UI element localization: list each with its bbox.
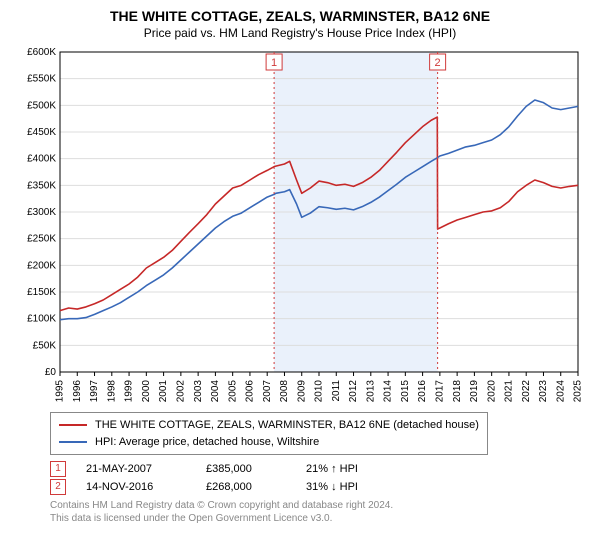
svg-text:£250K: £250K (27, 234, 56, 245)
legend-swatch (59, 424, 87, 426)
svg-text:2015: 2015 (400, 380, 411, 403)
svg-text:2017: 2017 (435, 380, 446, 403)
footer-line-2: This data is licensed under the Open Gov… (50, 512, 588, 525)
legend-item: HPI: Average price, detached house, Wilt… (59, 434, 479, 451)
legend-label: THE WHITE COTTAGE, ZEALS, WARMINSTER, BA… (95, 417, 479, 434)
chart-plot: £0 £50K £100K £150K £200K £250K £300K £350K £400… (12, 46, 588, 406)
svg-text:£100K: £100K (27, 314, 56, 325)
svg-text:£300K: £300K (27, 207, 56, 218)
svg-text:2025: 2025 (573, 380, 584, 403)
sale-marker-box: 1 (50, 461, 66, 477)
svg-text:2: 2 (435, 57, 441, 69)
svg-text:£350K: £350K (27, 180, 56, 191)
svg-text:1996: 1996 (72, 380, 83, 403)
chart-svg: £0 £50K £100K £150K £200K £250K £300K £350K £400… (12, 46, 588, 406)
svg-text:2003: 2003 (193, 380, 204, 403)
sale-price: £385,000 (206, 463, 286, 475)
legend-item: THE WHITE COTTAGE, ZEALS, WARMINSTER, BA… (59, 417, 479, 434)
sale-hpi-pct: 31% ↓ HPI (306, 481, 406, 493)
svg-text:2018: 2018 (452, 380, 463, 403)
sale-marker-box: 2 (50, 479, 66, 495)
svg-text:2006: 2006 (245, 380, 256, 403)
svg-text:£450K: £450K (27, 127, 56, 138)
svg-text:1999: 1999 (124, 380, 135, 403)
svg-text:£600K: £600K (27, 47, 56, 58)
svg-text:£50K: £50K (33, 340, 57, 351)
svg-text:£400K: £400K (27, 154, 56, 165)
svg-text:2002: 2002 (176, 380, 187, 403)
svg-text:£150K: £150K (27, 287, 56, 298)
sale-rows: 1 21-MAY-2007 £385,000 21% ↑ HPI 2 14-NOV-201… (50, 461, 588, 495)
svg-text:2007: 2007 (262, 380, 273, 403)
svg-text:2008: 2008 (279, 380, 290, 403)
svg-text:1995: 1995 (55, 380, 66, 403)
svg-text:2000: 2000 (141, 380, 152, 403)
svg-text:£500K: £500K (27, 100, 56, 111)
sale-row: 2 14-NOV-2016 £268,000 31% ↓ HPI (50, 479, 588, 495)
legend-swatch (59, 441, 87, 443)
svg-text:2024: 2024 (555, 380, 566, 403)
sale-price: £268,000 (206, 481, 286, 493)
svg-text:2016: 2016 (417, 380, 428, 403)
sale-date: 21-MAY-2007 (86, 463, 186, 475)
svg-text:1997: 1997 (89, 380, 100, 403)
svg-text:2020: 2020 (486, 380, 497, 403)
sale-hpi-pct: 21% ↑ HPI (306, 463, 406, 475)
footer-line-1: Contains HM Land Registry data © Crown c… (50, 499, 588, 512)
svg-text:2021: 2021 (504, 380, 515, 403)
svg-text:2004: 2004 (210, 380, 221, 403)
chart-container: THE WHITE COTTAGE, ZEALS, WARMINSTER, BA… (0, 0, 600, 560)
sale-date: 14-NOV-2016 (86, 481, 186, 493)
svg-text:2014: 2014 (383, 380, 394, 403)
svg-text:2011: 2011 (331, 380, 342, 402)
svg-text:1998: 1998 (106, 380, 117, 403)
svg-text:£200K: £200K (27, 260, 56, 271)
legend-label: HPI: Average price, detached house, Wilt… (95, 434, 319, 451)
svg-text:2010: 2010 (314, 380, 325, 403)
svg-text:1: 1 (271, 57, 277, 69)
svg-text:2012: 2012 (348, 380, 359, 403)
svg-text:£0: £0 (45, 367, 57, 378)
sale-row: 1 21-MAY-2007 £385,000 21% ↑ HPI (50, 461, 588, 477)
legend-box: THE WHITE COTTAGE, ZEALS, WARMINSTER, BA… (50, 412, 488, 455)
svg-text:2023: 2023 (538, 380, 549, 403)
svg-text:£550K: £550K (27, 74, 56, 85)
chart-subtitle: Price paid vs. HM Land Registry's House … (12, 26, 588, 40)
svg-text:2009: 2009 (296, 380, 307, 403)
footer-text: Contains HM Land Registry data © Crown c… (50, 499, 588, 525)
svg-text:2001: 2001 (158, 380, 169, 403)
svg-text:2022: 2022 (521, 380, 532, 403)
svg-text:2005: 2005 (227, 380, 238, 403)
svg-text:2019: 2019 (469, 380, 480, 403)
svg-text:2013: 2013 (365, 380, 376, 403)
chart-title: THE WHITE COTTAGE, ZEALS, WARMINSTER, BA… (12, 8, 588, 24)
